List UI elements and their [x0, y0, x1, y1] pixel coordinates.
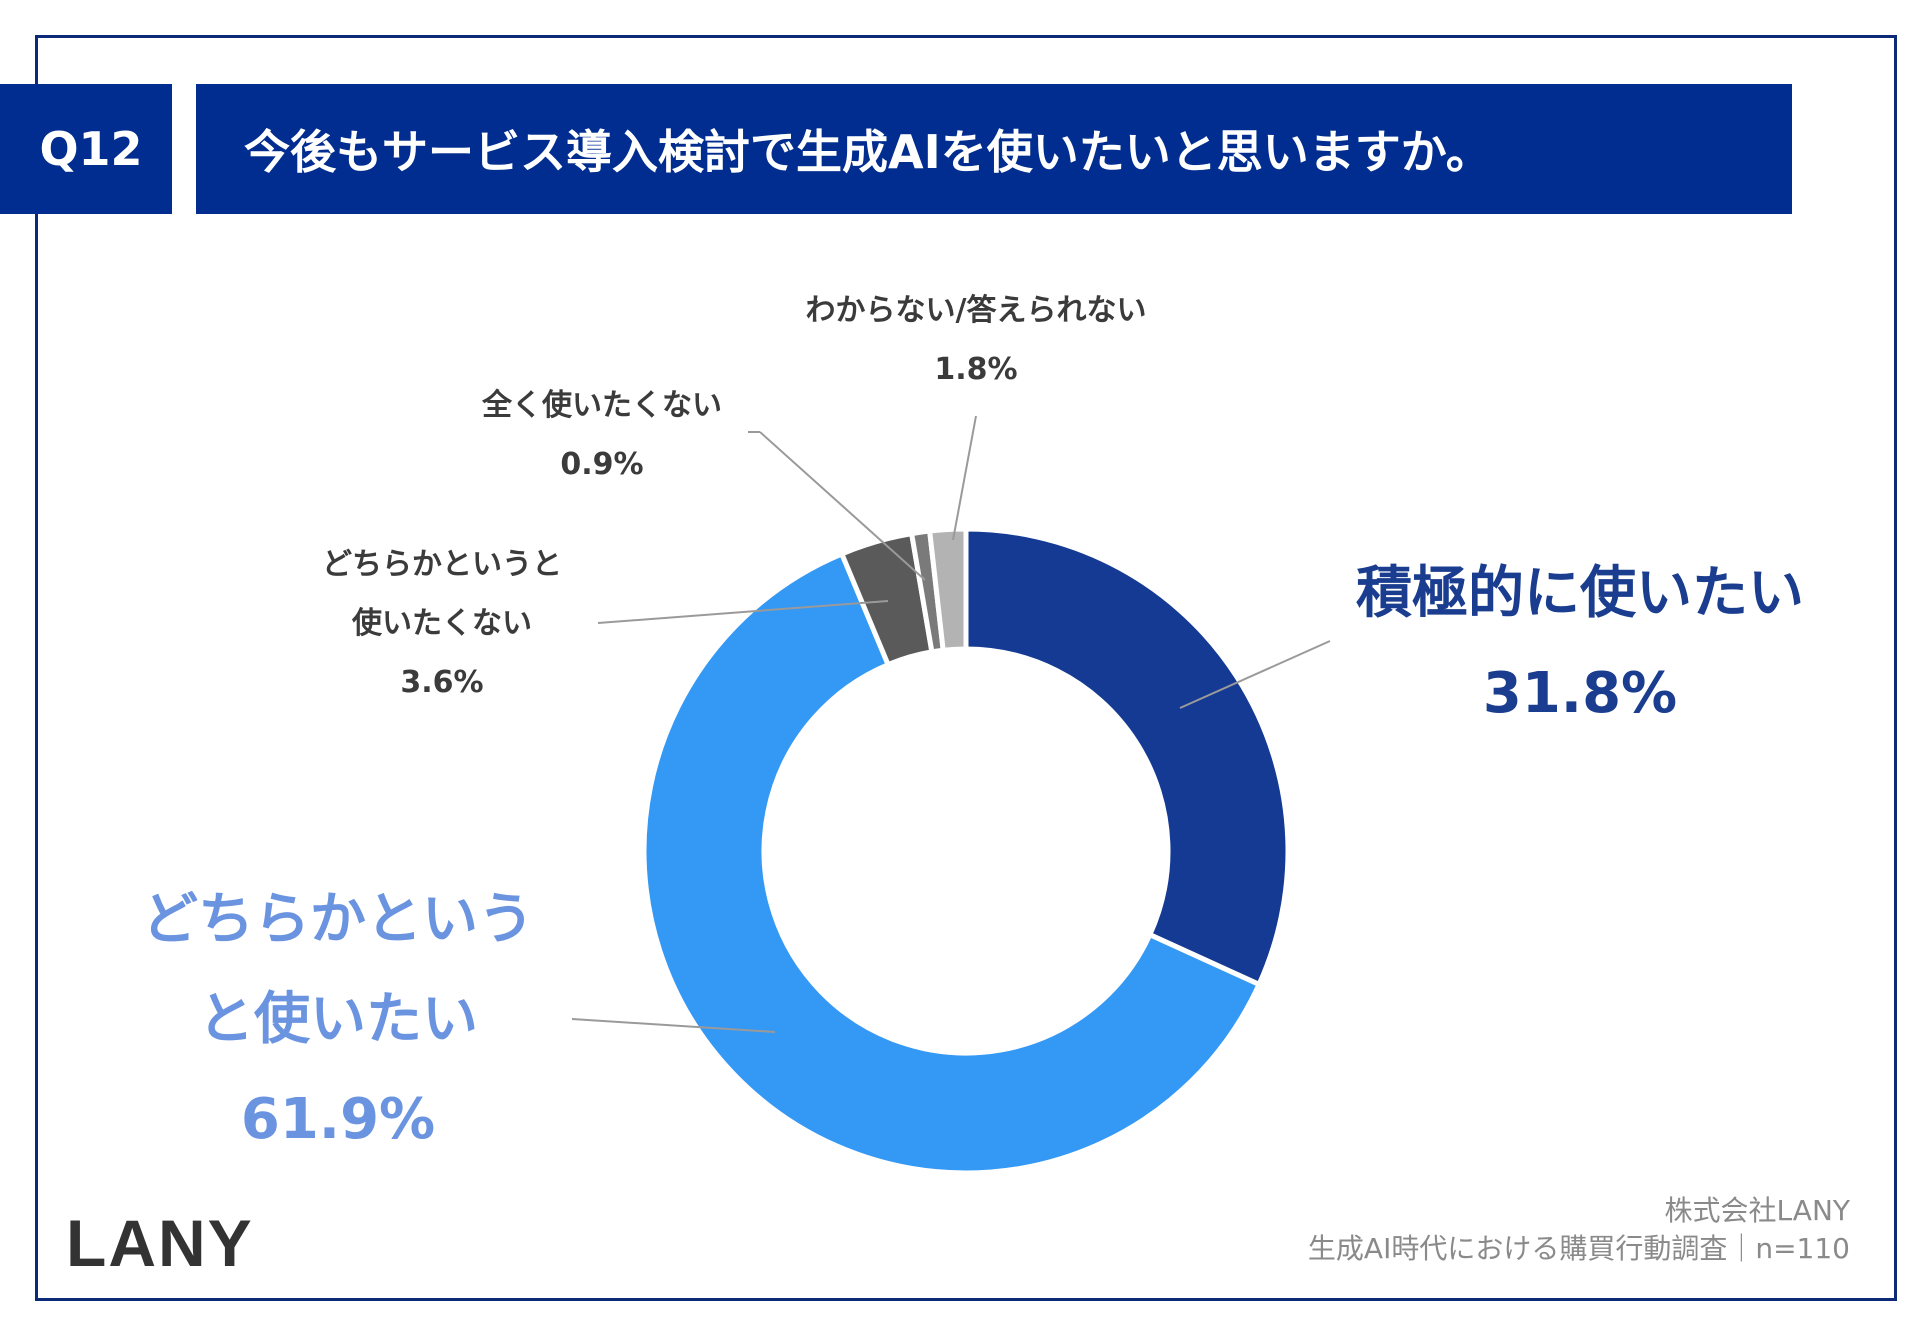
slice-value-somewhat-not: 3.6%: [400, 665, 483, 700]
slice-label-somewhat-not-line1: どちらかというと: [322, 547, 562, 582]
leader-line-slice-1: [571, 1018, 776, 1033]
slice-label-dont-know: わからない/答えられない: [806, 293, 1147, 328]
leader-line-slice-0: [1179, 640, 1331, 709]
question-title: 今後もサービス導入検討で生成AIを使いたいと思いますか。: [196, 84, 1792, 214]
slice-label-somewhat-use-line2: と使いたい: [198, 987, 478, 1052]
donut-slice-dont-know: [927, 526, 969, 653]
slice-label-somewhat-use-line1: どちらかという: [142, 887, 534, 952]
leader-lines: [571, 415, 1331, 1033]
slice-value-active-use: 31.8%: [1483, 661, 1677, 726]
leader-line-slice-4: [952, 415, 977, 541]
slice-label-not-at-all: 全く使いたくない: [481, 388, 722, 423]
source-company: 株式会社LANY: [1664, 1194, 1850, 1227]
slice-value-not-at-all: 0.9%: [560, 447, 643, 482]
slice-value-dont-know: 1.8%: [934, 352, 1017, 387]
source-survey: 生成AI時代における購買行動調査｜n=110: [1307, 1232, 1850, 1265]
slice-label-somewhat-not-line2: 使いたくない: [351, 606, 532, 641]
slice-label-active-use: 積極的に使いたい: [1356, 561, 1804, 626]
donut-slices: [641, 526, 1291, 1176]
question-number-badge: Q12: [0, 84, 172, 214]
source-note: 株式会社LANY 生成AI時代における購買行動調査｜n=110: [1308, 1192, 1850, 1268]
lany-logo: LANY: [66, 1206, 254, 1280]
leader-line-slice-3: [759, 431, 926, 581]
donut-slice-somewhat-use: [641, 551, 1262, 1176]
leader-line-slice-2: [597, 600, 889, 624]
slice-value-somewhat-use: 61.9%: [241, 1087, 435, 1152]
donut-slice-active-use: [963, 526, 1291, 987]
slide-frame: [35, 35, 1897, 1301]
